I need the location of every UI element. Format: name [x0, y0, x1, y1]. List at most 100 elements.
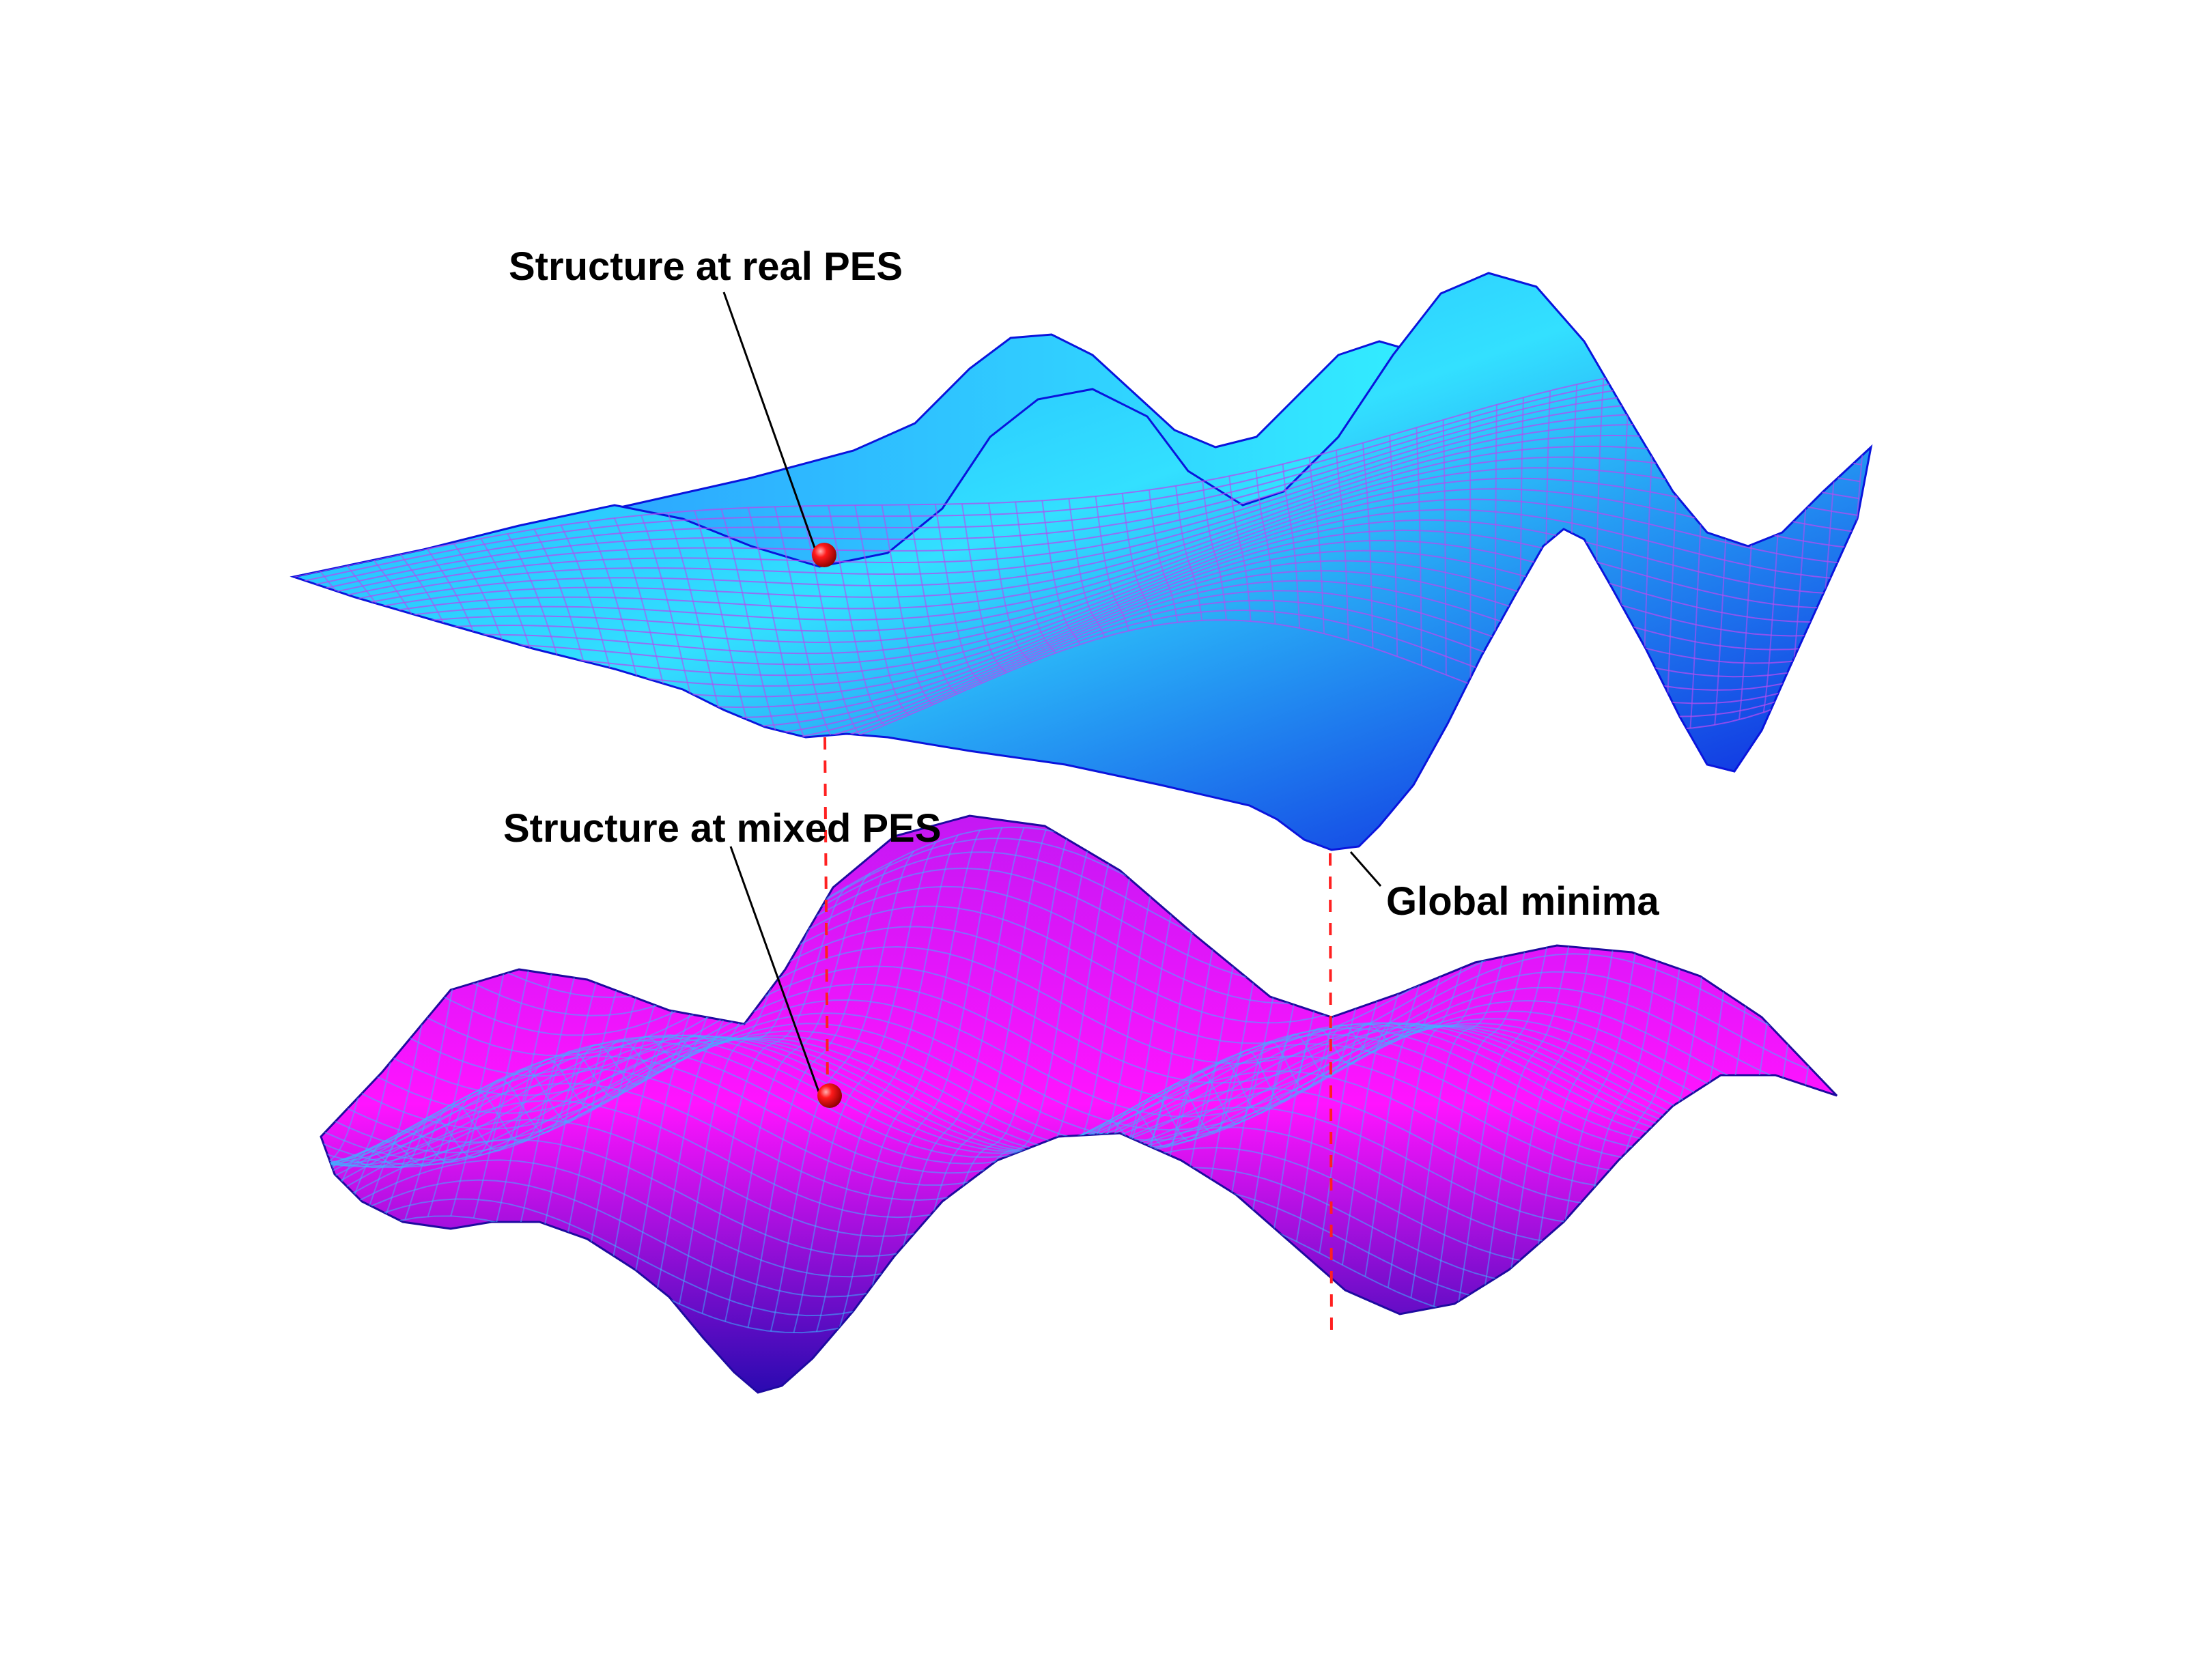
mixed-mesh-line	[1113, 917, 1245, 1209]
mixed-mesh-line	[724, 872, 871, 1322]
mixed-mesh-line	[793, 841, 937, 1333]
leader-global-minimum	[1349, 851, 1382, 887]
real-pes-surface	[290, 272, 1873, 851]
real-mesh-line	[828, 505, 886, 726]
real-mesh-line	[1469, 412, 1472, 685]
leader-mixed-structure	[729, 846, 821, 1094]
real-mesh-line	[1041, 500, 1081, 645]
mixed-mesh-line	[884, 827, 1025, 1315]
mixed-mesh-line	[861, 827, 1003, 1323]
mixed-mesh-line	[473, 953, 630, 1219]
real-mesh-line	[1335, 450, 1349, 640]
real-mesh-line	[350, 509, 1853, 666]
real-mesh-line	[301, 379, 1869, 588]
mixed-mesh-line	[815, 834, 959, 1332]
real-mesh-line	[313, 412, 1865, 603]
real-mesh-line	[961, 503, 1007, 673]
mixed-mesh-line	[1205, 943, 1332, 1208]
real-mesh-line	[1175, 485, 1203, 621]
real-mesh-line	[1228, 476, 1252, 621]
real-mesh-line	[1308, 457, 1325, 634]
mixed-mesh-line	[679, 898, 827, 1305]
real-mesh-line	[1202, 481, 1227, 621]
mixed-mesh-line	[450, 948, 608, 1216]
real-mesh-line	[346, 498, 1854, 655]
label-mixed-structure: Structure at mixed PES	[503, 806, 941, 851]
real-mesh-line	[318, 423, 1863, 608]
real-mesh-line	[1255, 470, 1276, 624]
mixed-mesh-line	[321, 1025, 1786, 1169]
mixed-mesh-line	[321, 849, 388, 1302]
real-mesh-line	[1148, 489, 1179, 623]
label-global-minimum: Global minima	[1386, 879, 1659, 924]
real-mesh-line	[309, 401, 1866, 598]
real-mesh-line	[297, 367, 1870, 583]
mixed-mesh-line	[321, 1018, 1796, 1161]
real-mesh-line	[774, 507, 836, 745]
mixed-structure-marker	[817, 1083, 842, 1108]
real-mesh-line	[1442, 420, 1447, 675]
mixed-mesh-line	[427, 941, 586, 1217]
mixed-mesh-line	[1159, 934, 1289, 1204]
mixed-mesh-line	[381, 922, 541, 1225]
mixed-mesh-line	[321, 999, 1802, 1143]
real-mesh-line	[342, 488, 1855, 644]
real-mesh-line	[1095, 496, 1129, 631]
real-mesh-line	[334, 467, 1858, 628]
mixed-mesh-line	[321, 1010, 1799, 1154]
mixed-mesh-line	[321, 953, 1812, 1096]
mixed-mesh-line	[321, 1025, 1789, 1168]
real-mesh-line	[1494, 404, 1497, 694]
real-mesh-line	[305, 390, 1868, 593]
mixed-mesh-line	[747, 861, 893, 1328]
mixed-mesh-line	[321, 1023, 1779, 1167]
real-mesh-line	[907, 504, 959, 694]
real-mesh-line	[747, 507, 812, 752]
mixed-mesh-line	[1136, 926, 1267, 1206]
real-mesh-line	[1389, 435, 1398, 657]
real-mesh-line	[354, 519, 1851, 677]
mixed-mesh-line	[321, 1022, 1776, 1165]
real-mesh-line	[1121, 493, 1154, 626]
real-mesh-line	[854, 504, 910, 716]
real-mesh-line	[1015, 502, 1056, 654]
mixed-mesh-line	[404, 932, 563, 1220]
mixed-mesh-line	[839, 829, 981, 1328]
mixed-mesh-line	[770, 850, 915, 1332]
real-mesh-line	[881, 504, 934, 705]
real-structure-marker	[812, 543, 836, 567]
mixed-mesh-line	[321, 986, 1805, 1130]
mixed-mesh-line	[321, 1022, 1773, 1165]
label-real-structure: Structure at real PES	[509, 244, 903, 289]
mixed-mesh-line	[541, 953, 695, 1238]
real-mesh-line	[326, 445, 1861, 618]
real-mesh-line	[1362, 442, 1374, 649]
mixed-pes-body	[320, 814, 1838, 1394]
real-mesh-line	[1416, 427, 1422, 666]
real-mesh-line	[988, 502, 1032, 663]
real-pes-front-face	[290, 272, 1873, 851]
mixed-mesh-line	[321, 1023, 1770, 1167]
mixed-mesh-line	[335, 899, 498, 1242]
guide-line-global-minimum	[1329, 853, 1333, 1339]
real-mesh-line	[934, 504, 983, 684]
mixed-mesh-line	[496, 956, 651, 1223]
real-mesh-line	[800, 506, 861, 736]
mixed-mesh-line	[321, 840, 344, 1324]
mixed-mesh-line	[321, 1023, 1792, 1166]
real-mesh-line	[338, 477, 1857, 633]
mixed-mesh-line	[321, 1043, 1760, 1186]
mixed-mesh-line	[1250, 942, 1377, 1222]
mixed-mesh-line	[1227, 943, 1355, 1214]
mixed-mesh-line	[321, 971, 1809, 1114]
mixed-mesh-line	[321, 843, 366, 1314]
mixed-mesh-line	[1181, 939, 1310, 1205]
mixed-mesh-line	[321, 839, 322, 1333]
mixed-mesh-line	[518, 956, 673, 1229]
mixed-mesh-line	[358, 911, 520, 1233]
real-mesh-line	[330, 456, 1859, 623]
real-mesh-line	[1068, 498, 1106, 638]
mixed-mesh-line	[1273, 938, 1398, 1231]
mixed-mesh-line	[701, 885, 849, 1314]
